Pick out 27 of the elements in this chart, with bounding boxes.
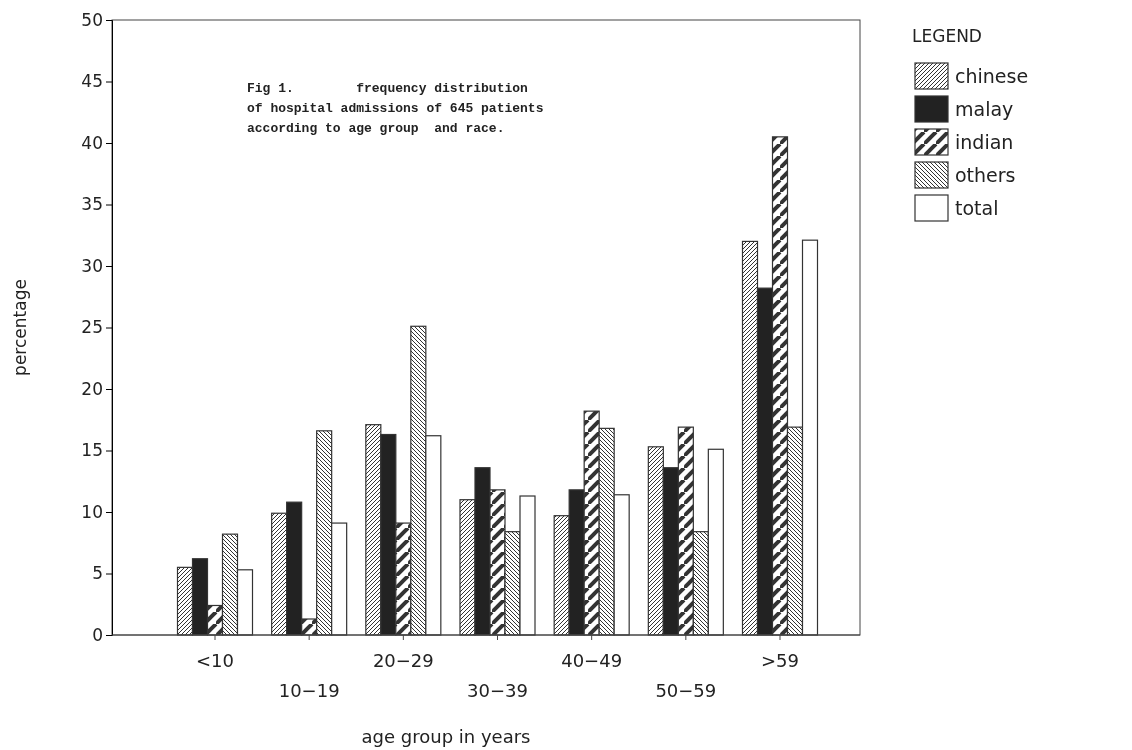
x-tick-label: 30−39	[467, 680, 528, 701]
y-tick-label: 40	[81, 132, 103, 153]
y-tick-label: 10	[81, 501, 103, 522]
y-tick-label: 25	[81, 317, 103, 338]
legend-title: LEGEND	[912, 26, 982, 46]
y-tick-label: 20	[81, 378, 103, 399]
y-tick-label: 35	[81, 194, 103, 215]
x-tick-label: 10−19	[278, 680, 340, 701]
y-tick-label: 50	[81, 9, 103, 30]
y-tick-label: 45	[81, 71, 103, 92]
x-tick-label: 50−59	[655, 680, 717, 701]
x-tick-label: 20−29	[372, 650, 434, 671]
y-tick-label: 0	[92, 624, 103, 645]
x-tick-label: 40−49	[561, 650, 623, 671]
y-tick-label: 15	[81, 440, 103, 461]
x-tick-label: >59	[761, 650, 799, 671]
text: Fig 1. frequency distribution of hospital admissions of 645 patients according to age group and race.	[247, 81, 544, 136]
legend-label: total	[955, 197, 999, 219]
x-axis-title: age group in years	[361, 726, 531, 747]
y-tick-label: 5	[92, 563, 103, 584]
legend-label: indian	[955, 131, 1014, 153]
x-tick-label: <10	[196, 650, 234, 671]
legend-label: chinese	[955, 65, 1029, 87]
legend-label: malay	[955, 98, 1014, 120]
y-tick-label: 30	[81, 255, 103, 276]
y-axis-title: percentage	[10, 279, 30, 376]
legend-label: others	[955, 164, 1016, 186]
